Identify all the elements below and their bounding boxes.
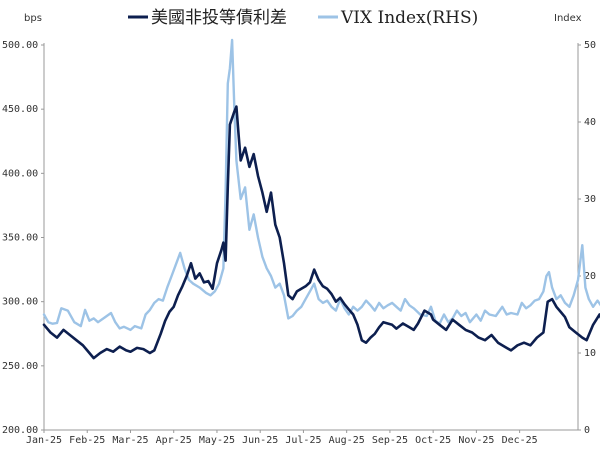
y-left-tick-label: 200.00 — [2, 425, 38, 436]
left-axis-unit: bps — [24, 13, 42, 24]
x-tick-label: Feb-25 — [69, 435, 105, 446]
series-line-spread — [42, 105, 600, 360]
y-right-tick-label: 40 — [584, 117, 596, 128]
y-left-tick-label: 450.00 — [2, 104, 38, 115]
legend: 美國非投等債利差 VIX Index(RHS) — [128, 8, 478, 28]
legend-label-spread: 美國非投等債利差 — [151, 8, 287, 28]
x-tick-label: Apr-25 — [156, 435, 192, 446]
y-left-tick-label: 250.00 — [2, 361, 38, 372]
x-tick-label: Mar-25 — [112, 435, 148, 446]
axes — [43, 43, 579, 431]
x-tick-label: Oct-25 — [415, 435, 451, 446]
y-left-tick-label: 350.00 — [2, 233, 38, 244]
y-right-tick-label: 10 — [584, 348, 596, 359]
right-axis-unit: Index — [554, 13, 582, 24]
y-right-tick-label: 20 — [584, 271, 596, 282]
y-right-tick-label: 50 — [584, 40, 596, 51]
x-tick-label: Nov-25 — [458, 435, 494, 446]
x-tick-label: Jul-25 — [285, 435, 321, 446]
y-left-tick-label: 400.00 — [2, 168, 38, 179]
y-left-tick-label: 500.00 — [2, 40, 38, 51]
x-tick-label: Jan-25 — [26, 435, 62, 446]
legend-label-vix: VIX Index(RHS) — [340, 8, 478, 28]
y-left-tick-label: 300.00 — [2, 297, 38, 308]
x-tick-label: Dec-25 — [502, 435, 538, 446]
x-tick-label: May-25 — [199, 435, 235, 446]
x-tick-label: Sep-25 — [372, 435, 408, 446]
series-lines — [42, 38, 600, 360]
x-tick-label: Aug-25 — [329, 435, 365, 446]
y-right-tick-label: 0 — [584, 425, 590, 436]
series-line-vix — [42, 38, 600, 332]
y-right-tick-label: 30 — [584, 194, 596, 205]
tick-labels: 200.00 250.00 300.00 350.00 400.00 450.00 500.… — [2, 40, 596, 446]
x-tick-label: Jun-25 — [242, 435, 278, 446]
